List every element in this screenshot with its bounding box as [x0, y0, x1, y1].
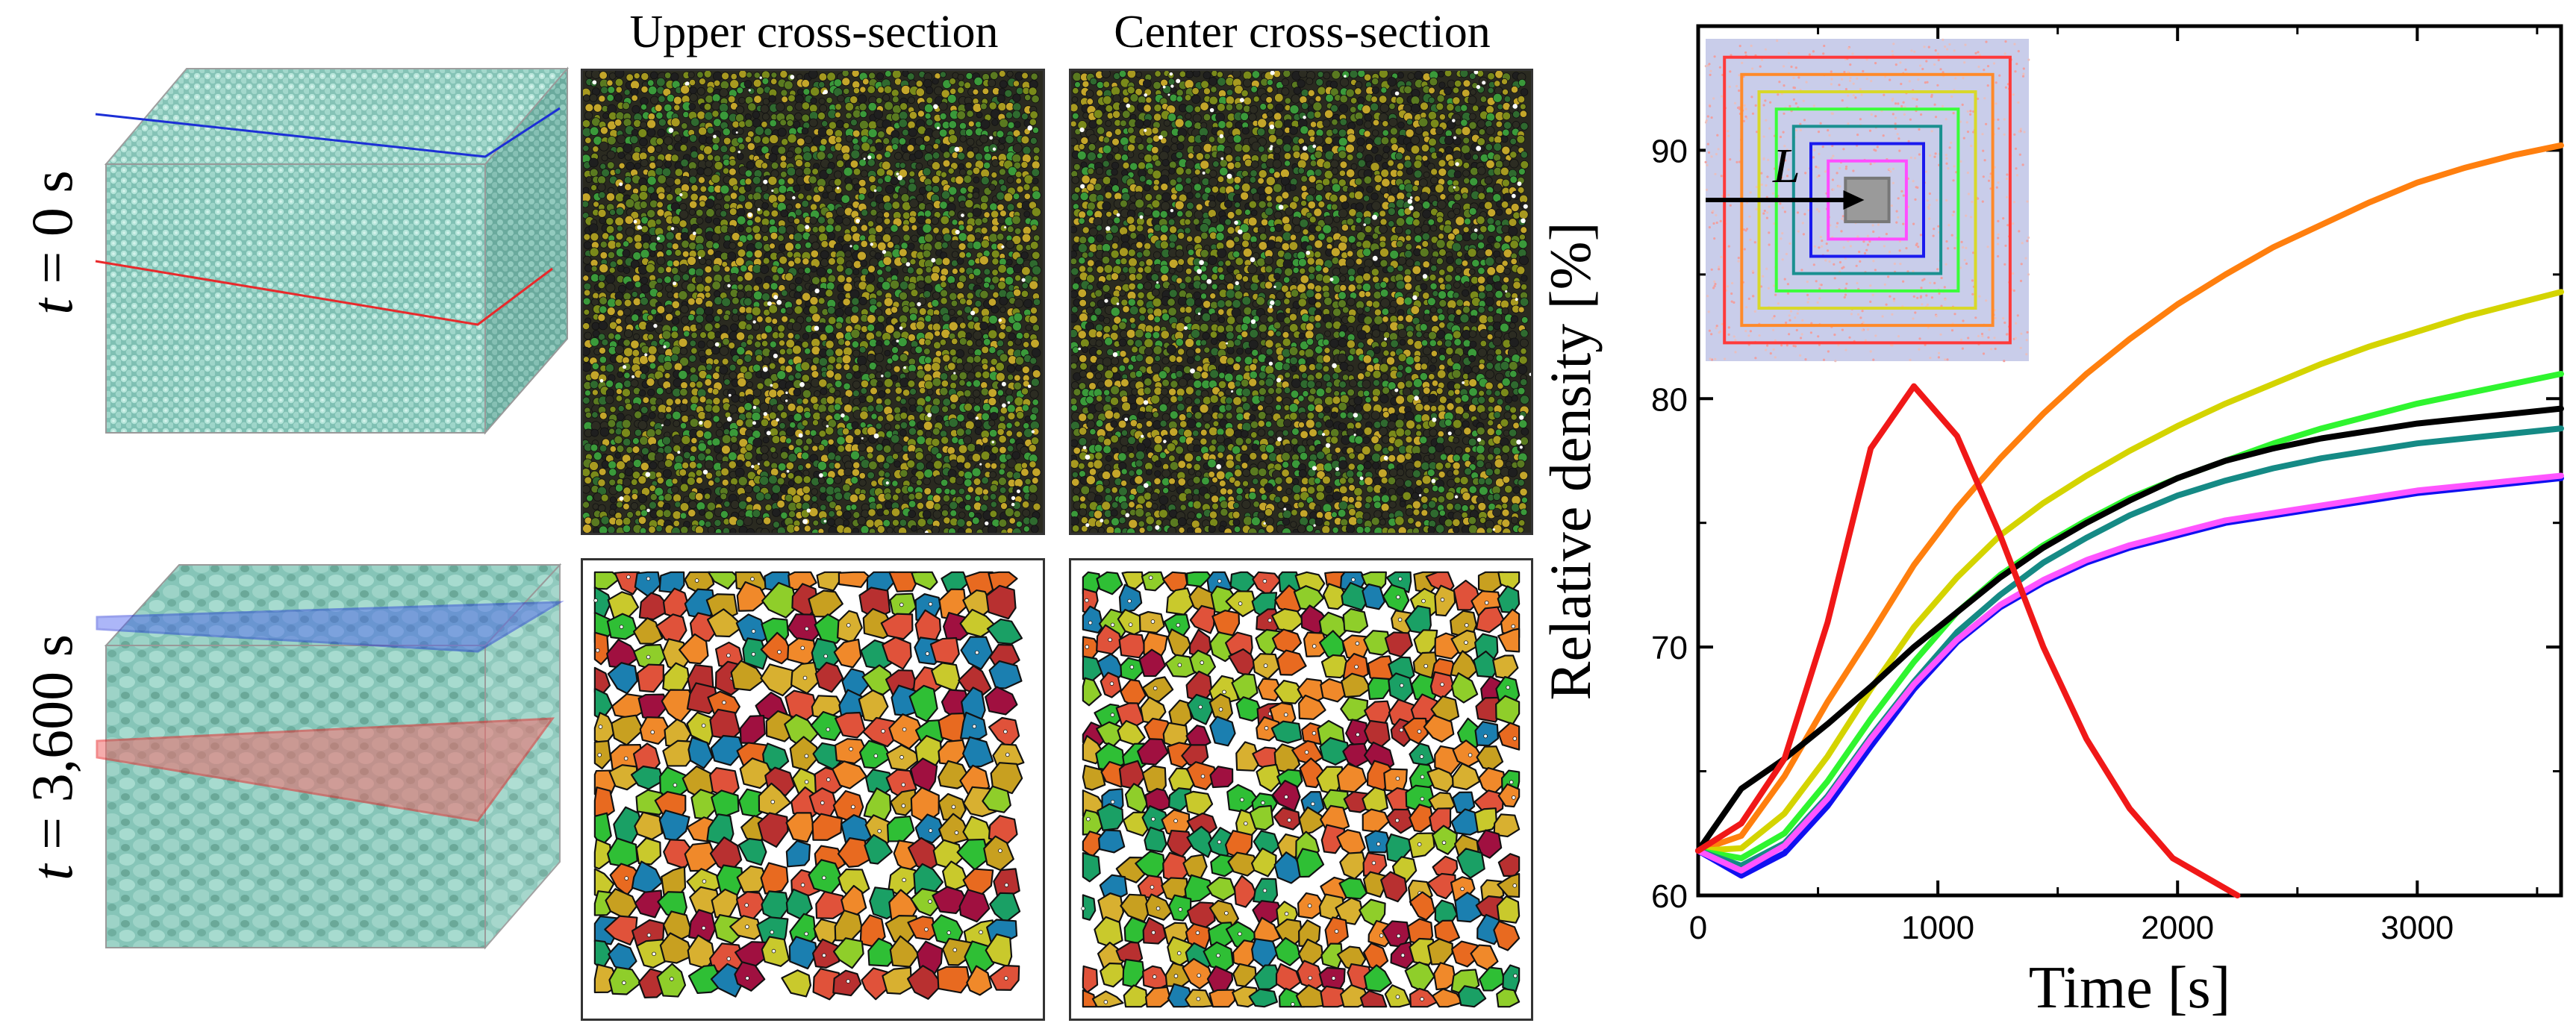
x-tick-label-2: 2000 [2141, 910, 2214, 946]
cube-t0-front [105, 163, 486, 434]
inset-label-L: L [1772, 139, 1800, 193]
y-tick-label-2: 80 [1651, 381, 1688, 418]
cube-t3600-top [104, 564, 562, 646]
x-tick-label-3: 3000 [2380, 910, 2454, 946]
center-cross-section-t3600 [1069, 558, 1533, 1021]
upper-plane-line-t0 [95, 107, 561, 158]
center-plane-line-t0 [95, 260, 553, 326]
inset-diagram: L [1704, 38, 2030, 363]
series-line-black [1695, 405, 2564, 854]
series-line-red [1695, 383, 2241, 898]
series-line-yellow [1695, 289, 2564, 854]
upper-cross-section-t3600 [581, 558, 1045, 1021]
particle-field [583, 71, 1042, 533]
upper-cross-section-t0 [581, 69, 1045, 535]
y-tick-label-0: 60 [1651, 878, 1688, 915]
y-axis-label: Relative density [%] [1538, 222, 1603, 700]
x-axis-label: Time [s] [2029, 955, 2230, 1021]
cube-t0 [90, 52, 575, 455]
center-cross-section-t0 [1069, 69, 1533, 535]
grain-field [593, 571, 1025, 1001]
inset-arrow-head [1843, 190, 1865, 210]
grain-field [1081, 571, 1521, 1008]
row-label-t0: t = 0 s [19, 170, 84, 315]
cube-t0-top [104, 68, 570, 165]
y-tick-label-1: 70 [1651, 630, 1688, 666]
series-line-orange [1695, 142, 2564, 854]
density-chart: 0 1000 2000 3000 60 70 80 90 L Relative density… [1538, 15, 2576, 1029]
x-tick-label-1: 1000 [1901, 910, 1974, 946]
y-tick-label-3: 90 [1651, 133, 1688, 169]
x-tick-label-0: 0 [1689, 910, 1707, 946]
particle-field [1071, 71, 1531, 533]
row-label-t3600: t = 3,600 s [19, 634, 84, 881]
cube-t3600 [90, 548, 575, 966]
series-line-magenta [1695, 472, 2564, 874]
center-plane-t3600 [96, 717, 555, 822]
upper-plane-t3600 [96, 601, 564, 653]
header-upper-cross-section: Upper cross-section [629, 7, 999, 57]
header-center-cross-section: Center cross-section [1114, 7, 1491, 57]
